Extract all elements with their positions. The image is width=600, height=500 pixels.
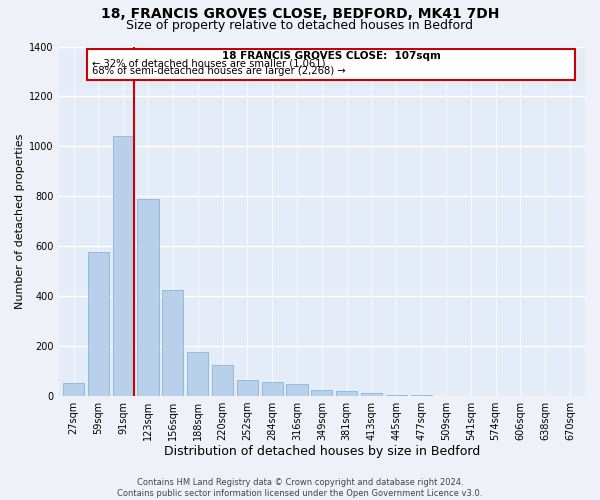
Text: 18, FRANCIS GROVES CLOSE, BEDFORD, MK41 7DH: 18, FRANCIS GROVES CLOSE, BEDFORD, MK41 …	[101, 8, 499, 22]
Text: ← 32% of detached houses are smaller (1,061): ← 32% of detached houses are smaller (1,…	[92, 59, 326, 69]
Text: Contains HM Land Registry data © Crown copyright and database right 2024.
Contai: Contains HM Land Registry data © Crown c…	[118, 478, 482, 498]
Bar	[237, 380, 258, 396]
Bar	[163, 290, 184, 396]
Bar	[113, 136, 134, 396]
Bar	[63, 384, 84, 396]
Text: Size of property relative to detached houses in Bedford: Size of property relative to detached ho…	[127, 18, 473, 32]
Text: 68% of semi-detached houses are larger (2,268) →: 68% of semi-detached houses are larger (…	[92, 66, 346, 76]
Bar	[212, 365, 233, 396]
Bar	[286, 384, 308, 396]
Bar	[336, 391, 357, 396]
Bar	[361, 394, 382, 396]
Bar	[386, 394, 407, 396]
Bar	[311, 390, 332, 396]
Bar	[262, 382, 283, 396]
X-axis label: Distribution of detached houses by size in Bedford: Distribution of detached houses by size …	[164, 444, 480, 458]
FancyBboxPatch shape	[87, 49, 575, 80]
Y-axis label: Number of detached properties: Number of detached properties	[15, 134, 25, 309]
Text: 18 FRANCIS GROVES CLOSE:  107sqm: 18 FRANCIS GROVES CLOSE: 107sqm	[221, 51, 440, 61]
Bar	[88, 252, 109, 396]
Bar	[137, 199, 158, 396]
Bar	[187, 352, 208, 396]
